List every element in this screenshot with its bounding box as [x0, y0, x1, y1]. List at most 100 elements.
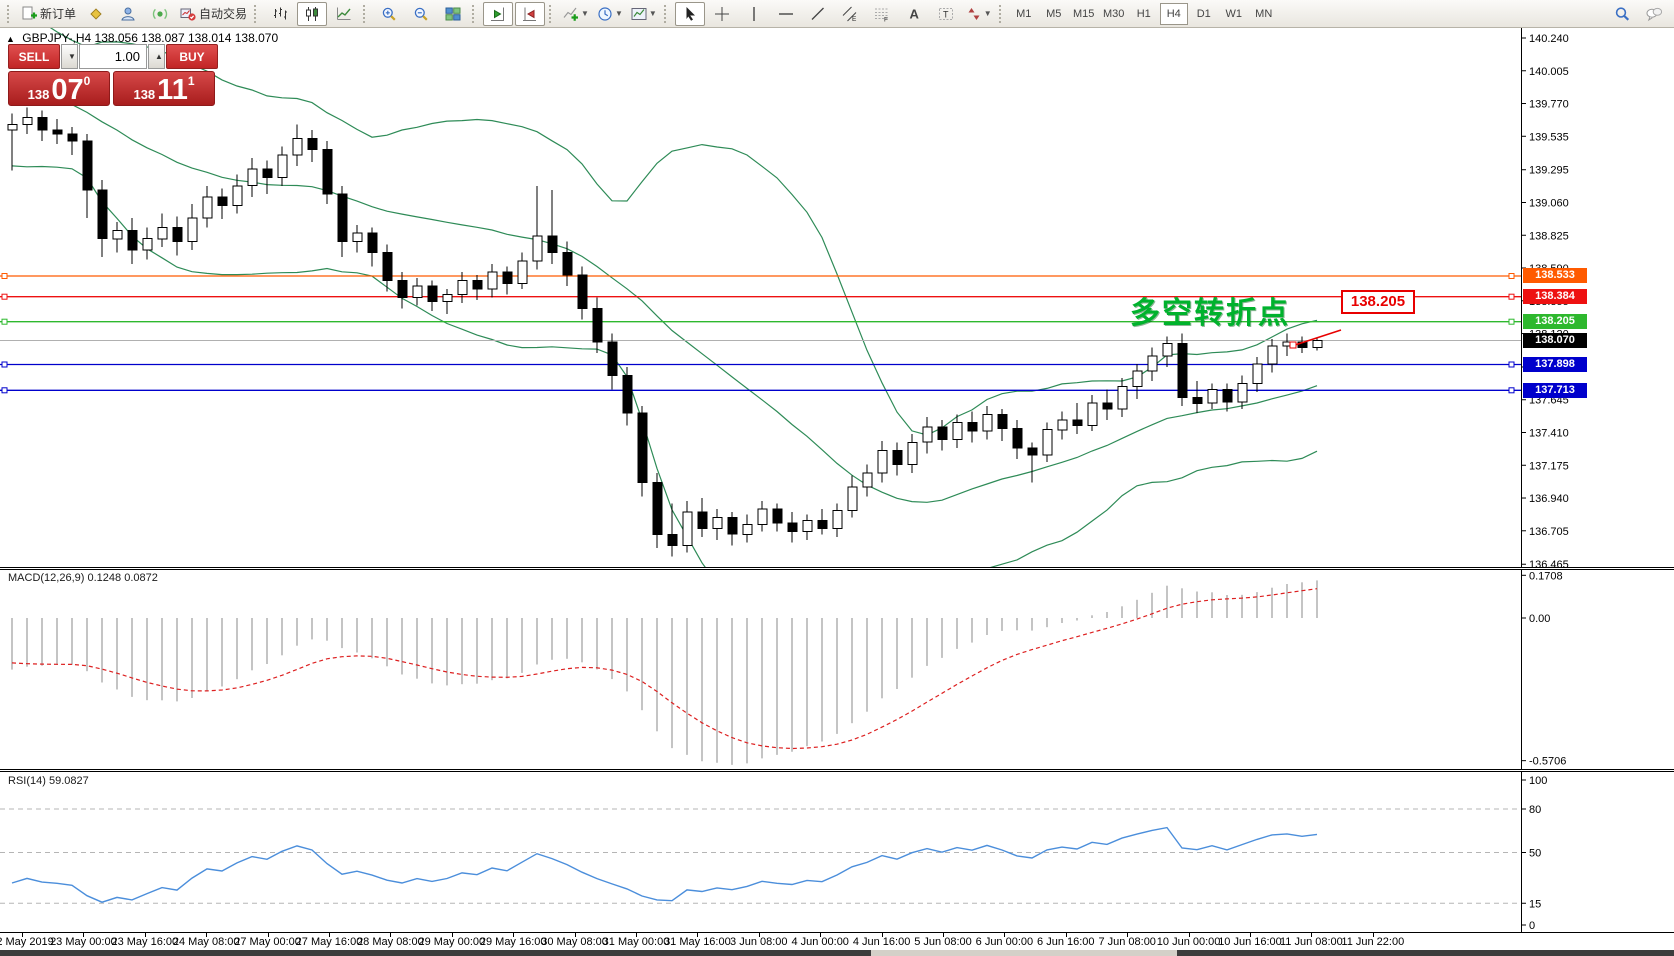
channel-button[interactable]: E [835, 2, 865, 26]
chevron-down-icon[interactable]: ▼ [614, 9, 623, 18]
channel-icon: E [842, 6, 857, 22]
hline-anchor-icon[interactable] [1508, 361, 1515, 368]
timeframe-h4[interactable]: H4 [1159, 2, 1188, 25]
autotrading-button[interactable]: 自动交易 [177, 2, 250, 26]
price-axis[interactable]: 140.240 140.005 139.770 139.535 139.295 139.0… [1521, 28, 1674, 932]
periods-button[interactable]: ▼ [594, 2, 626, 26]
candle-body [1177, 342, 1188, 399]
main-chart-canvas[interactable] [0, 28, 1521, 567]
pane-separator-rsi[interactable] [0, 769, 1674, 772]
buy-button[interactable]: BUY [166, 44, 218, 69]
zoom-in-icon [382, 7, 396, 21]
timeframe-mn[interactable]: MN [1255, 7, 1273, 20]
timeframe-m15[interactable]: M15 [1073, 7, 1095, 20]
scrollbar-thumb[interactable] [871, 950, 1177, 956]
toolbar-grip [363, 4, 370, 23]
search-button[interactable] [1607, 2, 1637, 26]
alerts-button[interactable] [145, 2, 175, 26]
hline-anchor-icon[interactable] [1508, 318, 1515, 325]
macd-tick-label: -0.5706 [1529, 756, 1566, 768]
templates-button[interactable]: ▼ [628, 2, 660, 26]
arrows-button[interactable]: ▼ [963, 2, 995, 26]
candle-body [667, 533, 678, 546]
macd-label: MACD(12,26,9) 0.1248 0.0872 [8, 572, 158, 584]
time-tick [881, 933, 883, 937]
chevron-down-icon[interactable]: ▼ [983, 9, 992, 18]
timeframe-h1[interactable]: H1 [1136, 7, 1151, 20]
line-chart-button[interactable] [329, 2, 359, 26]
indicators-button[interactable]: ▼ [560, 2, 592, 26]
bar-chart-button[interactable] [265, 2, 295, 26]
tile-windows-button[interactable] [438, 2, 468, 26]
timeframe-w1[interactable]: W1 [1225, 7, 1242, 20]
chevron-down-icon[interactable]: ▼ [648, 9, 657, 18]
candle-body [1102, 402, 1113, 410]
zoom-in-button[interactable] [374, 2, 404, 26]
rsi-indicator-canvas[interactable] [0, 772, 1521, 932]
price-tick-label: 139.535 [1529, 131, 1569, 143]
candle-body [772, 508, 783, 524]
candle-body [622, 374, 633, 414]
toolbar-grip [7, 4, 14, 23]
text-label-button[interactable]: T [931, 2, 961, 26]
horizontal-scrollbar[interactable] [0, 950, 1674, 956]
time-tick-label: 29 May 00:00 [418, 936, 486, 948]
text-button[interactable]: A [899, 2, 929, 26]
candle-body [22, 117, 33, 125]
ohlc-high: 138.087 [141, 31, 185, 45]
toolbar-grip [998, 4, 1006, 23]
hline-anchor-icon[interactable] [1, 273, 8, 279]
sell-button[interactable]: SELL [8, 44, 60, 69]
callout-anchor-icon[interactable] [1289, 341, 1297, 349]
hline-anchor-icon[interactable] [1508, 293, 1515, 300]
candle-body [307, 137, 318, 151]
chat-button[interactable] [1639, 2, 1669, 26]
timeframe-m1[interactable]: M1 [1016, 7, 1032, 20]
crosshair-button[interactable] [707, 2, 737, 26]
collapse-arrow-icon[interactable]: ▲ [6, 34, 15, 44]
candle-body [862, 472, 873, 488]
price-callout-label[interactable]: 138.205 [1341, 290, 1415, 314]
chevron-down-icon[interactable]: ▼ [581, 9, 589, 18]
volume-increase-button[interactable]: ▲ [148, 44, 165, 69]
timeframe-m30[interactable]: M30 [1103, 7, 1125, 20]
profiles-button[interactable] [113, 2, 143, 26]
hline-anchor-icon[interactable] [1, 387, 8, 394]
candle-body [292, 137, 303, 156]
volume-decrease-button[interactable]: ▼ [61, 44, 78, 69]
vertical-line-button[interactable] [739, 2, 769, 26]
time-tick-label: 23 May 16:00 [111, 936, 179, 948]
price-line-label-137.898: 137.898 [1523, 357, 1587, 372]
zoom-out-button[interactable] [406, 2, 436, 26]
candle-body [217, 196, 228, 206]
macd-tick-label: 0.1708 [1529, 570, 1563, 582]
auto-scroll-button[interactable] [483, 1, 514, 26]
horizontal-line-button[interactable] [771, 2, 801, 26]
hline-anchor-icon[interactable] [1, 318, 8, 325]
hline-anchor-icon[interactable] [1, 361, 8, 368]
sell-price-display[interactable]: 138 07 0 [8, 71, 110, 106]
buy-price-display[interactable]: 138 11 1 [113, 71, 215, 106]
chart-shift-button[interactable] [515, 1, 546, 26]
gold-diamond-icon [90, 7, 102, 20]
cursor-button[interactable] [674, 1, 705, 26]
clock-icon [598, 6, 612, 21]
candlestick-button[interactable] [297, 1, 328, 26]
hline-anchor-icon[interactable] [1, 293, 8, 300]
candle-body [1132, 370, 1143, 388]
trendline-button[interactable] [803, 2, 833, 26]
volume-input[interactable] [79, 44, 147, 69]
pane-separator-macd[interactable] [0, 567, 1674, 570]
new-order-button[interactable]: 新订单 [18, 2, 79, 26]
macd-indicator-canvas[interactable] [0, 570, 1521, 770]
hline-anchor-icon[interactable] [1508, 273, 1515, 279]
candle-body [1042, 429, 1053, 456]
fibonacci-button[interactable]: F [867, 2, 897, 26]
timeframe-d1[interactable]: D1 [1196, 7, 1211, 20]
timeframe-m5[interactable]: M5 [1046, 7, 1062, 20]
text-icon: A [909, 6, 919, 21]
history-center-button[interactable] [81, 2, 111, 26]
hline-anchor-icon[interactable] [1508, 387, 1515, 394]
annotation-text[interactable]: 多空转折点 [1130, 297, 1290, 330]
